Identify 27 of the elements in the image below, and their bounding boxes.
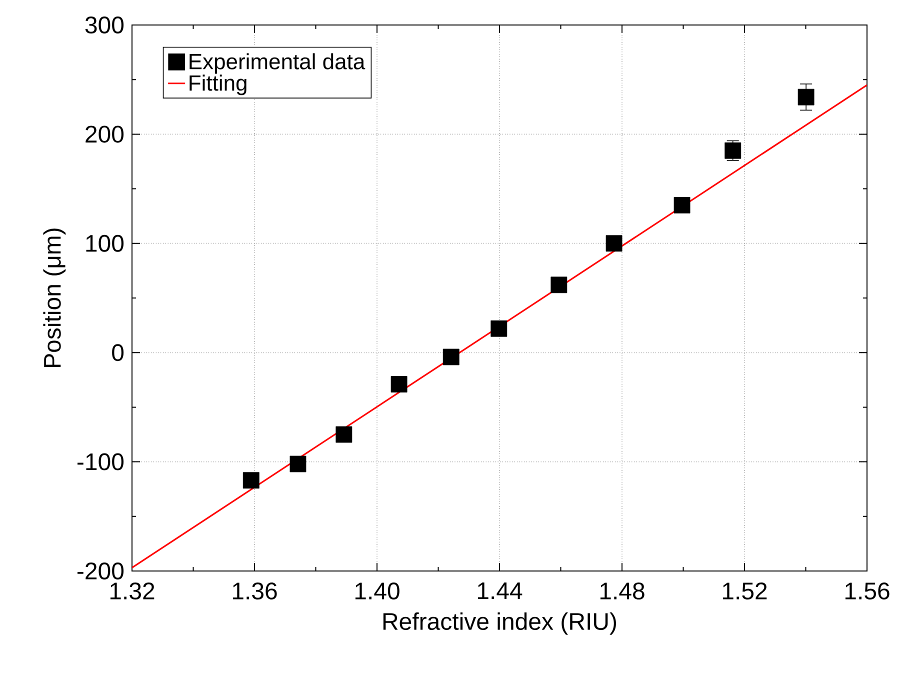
point <box>336 426 352 443</box>
point <box>550 276 568 294</box>
point <box>390 376 408 392</box>
x-tick-label: 1.32 <box>110 582 154 600</box>
x-axis-title: Refractive index (RIU) <box>383 612 616 635</box>
y-tick-label: 200 <box>86 126 124 143</box>
x-tick-label: 1.56 <box>845 582 890 600</box>
point <box>290 456 306 472</box>
point <box>606 235 622 252</box>
point <box>674 196 690 214</box>
y-tick-label: 0 <box>112 344 124 362</box>
x-tick-label: 1.44 <box>478 582 522 600</box>
y-tick-label: -100 <box>78 453 124 470</box>
x-tick-label: 1.52 <box>722 582 767 600</box>
y-tick-label: -200 <box>78 562 124 580</box>
point <box>490 320 508 337</box>
legend-label: Experimental data <box>190 53 366 74</box>
y-tick-label: 100 <box>86 234 124 252</box>
point <box>798 88 814 106</box>
point <box>242 472 260 489</box>
legend-label: Fitting <box>190 74 246 96</box>
x-tick-label: 1.36 <box>232 582 277 600</box>
y-tick-label: 300 <box>85 16 124 34</box>
x-tick-label: 1.40 <box>355 582 400 600</box>
point <box>442 348 460 366</box>
x-tick-label: 1.48 <box>600 582 644 600</box>
y-axis-title: Position (μm) <box>43 228 66 367</box>
